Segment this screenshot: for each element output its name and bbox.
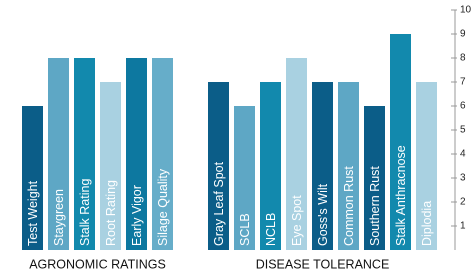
bar [260,82,281,250]
bar [234,106,255,250]
bar-label: Common Rust [342,166,356,246]
bar [416,82,437,250]
group-label: AGRONOMIC RATINGS [29,257,166,271]
y-tick-label: 8 [460,53,466,64]
bar [48,58,69,250]
group-label: DISEASE TOLERANCE [256,257,390,271]
y-tick-label: 7 [460,77,466,88]
bar-label: Stalk Rating [78,179,92,246]
y-tick-label: 1 [460,221,466,232]
bar [208,82,229,250]
y-tick-label: 10 [460,5,472,16]
bar [100,82,121,250]
bar [22,106,43,250]
y-tick-label: 3 [460,173,466,184]
bar [286,58,307,250]
bar-label: Silage Quality [156,168,170,246]
bar [364,106,385,250]
y-tick-label: 5 [460,125,466,136]
bar-label: Stalk Anthracnose [394,145,408,246]
y-tick-label: 4 [460,149,466,160]
bar [126,58,147,250]
bar-label: Goss's Wilt [316,183,330,246]
bar [74,58,95,250]
bar-label: NCLB [264,213,278,246]
bar [338,82,359,250]
bar-label: Eye Spot [290,195,304,246]
bar [312,82,333,250]
y-tick-label: 9 [460,29,466,40]
bar-label: Diplodia [420,201,434,246]
bar-label: SCLB [238,213,252,246]
bar [390,34,411,250]
y-tick-label: 2 [460,197,466,208]
bar-label: Southern Rust [368,166,382,246]
bar [152,58,173,250]
bar-label: Gray Leaf Spot [212,161,226,246]
bar-label: Root Rating [104,180,118,246]
y-tick-label: 6 [460,101,466,112]
bar-label: Staygreen [52,189,66,246]
bar-label: Test Weight [26,180,40,246]
bar-label: Early Vigor [130,185,144,246]
